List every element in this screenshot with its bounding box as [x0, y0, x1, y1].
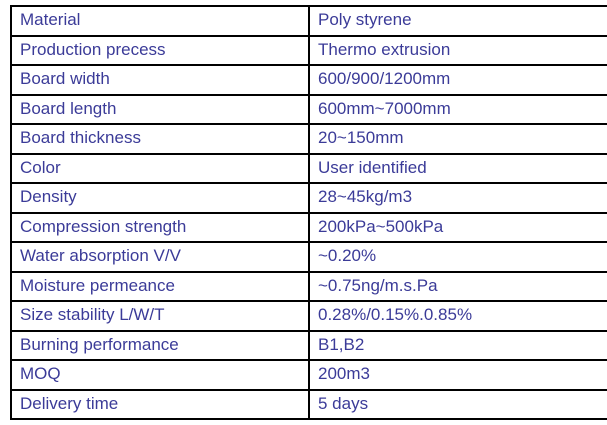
- table-row: Board thickness 20~150mm: [10, 123, 607, 155]
- spec-label-cell: Water absorption V/V: [10, 241, 310, 273]
- table-row: Material Poly styrene: [10, 5, 607, 37]
- spec-value-cell: 200kPa~500kPa: [308, 211, 607, 243]
- spec-label-cell: Board length: [10, 93, 310, 125]
- spec-value-cell: B1,B2: [308, 329, 607, 361]
- spec-label-cell: Moisture permeance: [10, 270, 310, 302]
- product-spec-sheet: Material Poly styrene Production precess…: [10, 5, 607, 420]
- table-row: Density 28~45kg/m3: [10, 182, 607, 214]
- spec-label-cell: Color: [10, 152, 310, 184]
- spec-label-cell: Compression strength: [10, 211, 310, 243]
- spec-label-cell: Board thickness: [10, 123, 310, 155]
- table-row: MOQ 200m3: [10, 359, 607, 391]
- spec-value-cell: 5 days: [308, 388, 607, 420]
- table-row: Moisture permeance ~0.75ng/m.s.Pa: [10, 270, 607, 302]
- spec-value-cell: Poly styrene: [308, 5, 607, 37]
- spec-label-cell: Board width: [10, 64, 310, 96]
- spec-label-cell: Production precess: [10, 34, 310, 66]
- table-row: Compression strength 200kPa~500kPa: [10, 211, 607, 243]
- table-row: Production precess Thermo extrusion: [10, 34, 607, 66]
- table-row: Burning performance B1,B2: [10, 329, 607, 361]
- table-row: Board width 600/900/1200mm: [10, 64, 607, 96]
- spec-value-cell: 600mm~7000mm: [308, 93, 607, 125]
- spec-label-cell: Burning performance: [10, 329, 310, 361]
- spec-value-cell: 600/900/1200mm: [308, 64, 607, 96]
- spec-value-cell: 20~150mm: [308, 123, 607, 155]
- spec-value-cell: ~0.75ng/m.s.Pa: [308, 270, 607, 302]
- spec-value-cell: 28~45kg/m3: [308, 182, 607, 214]
- spec-label-cell: MOQ: [10, 359, 310, 391]
- spec-label-cell: Delivery time: [10, 388, 310, 420]
- spec-value-cell: Thermo extrusion: [308, 34, 607, 66]
- table-row: Water absorption V/V ~0.20%: [10, 241, 607, 273]
- spec-label-cell: Size stability L/W/T: [10, 300, 310, 332]
- spec-value-cell: ~0.20%: [308, 241, 607, 273]
- spec-value-cell: 200m3: [308, 359, 607, 391]
- table-row: Board length 600mm~7000mm: [10, 93, 607, 125]
- table-row: Size stability L/W/T 0.28%/0.15%.0.85%: [10, 300, 607, 332]
- spec-table: Material Poly styrene Production precess…: [10, 5, 607, 420]
- spec-value-cell: 0.28%/0.15%.0.85%: [308, 300, 607, 332]
- spec-label-cell: Density: [10, 182, 310, 214]
- spec-value-cell: User identified: [308, 152, 607, 184]
- table-row: Color User identified: [10, 152, 607, 184]
- table-row: Delivery time 5 days: [10, 388, 607, 420]
- spec-label-cell: Material: [10, 5, 310, 37]
